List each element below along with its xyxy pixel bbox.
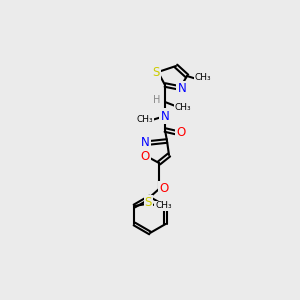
Text: H: H xyxy=(153,95,161,105)
Text: N: N xyxy=(160,110,169,122)
Text: CH₃: CH₃ xyxy=(155,202,172,211)
Text: N: N xyxy=(141,136,149,149)
Text: CH₃: CH₃ xyxy=(175,103,191,112)
Text: O: O xyxy=(140,151,150,164)
Text: N: N xyxy=(178,82,186,95)
Text: CH₃: CH₃ xyxy=(195,74,211,82)
Text: S: S xyxy=(145,196,152,209)
Text: S: S xyxy=(152,65,160,79)
Text: O: O xyxy=(159,182,169,196)
Text: CH₃: CH₃ xyxy=(137,116,153,124)
Text: O: O xyxy=(176,127,186,140)
